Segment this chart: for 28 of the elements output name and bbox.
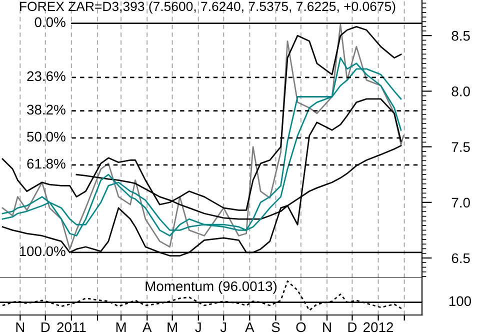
y-tick-label: 8.0	[452, 86, 470, 96]
x-tick-label: A	[245, 322, 254, 332]
x-tick-label: A	[142, 322, 152, 332]
annotation: 0.0%	[34, 17, 66, 28]
x-tick-label: O	[296, 322, 306, 332]
x-tick-label: M	[168, 322, 177, 332]
x-tick-label: J	[195, 322, 201, 332]
annotation: 38.2%	[27, 104, 66, 115]
y-tick-label: 7.0	[452, 198, 470, 208]
y-tick-label: 8.5	[452, 30, 470, 41]
chart-title: Momentum (96.0013)	[146, 280, 277, 294]
x-tick-label: D	[348, 322, 357, 332]
annotation: 23.6%	[27, 71, 66, 82]
y-tick-label: 6.5	[452, 253, 470, 264]
x-tick-label: N	[323, 322, 331, 332]
x-tick-label: J	[220, 322, 226, 332]
x-tick-label: M	[116, 322, 126, 332]
annotation: 61.8%	[27, 158, 66, 169]
chart-title: FOREX ZAR=D3,393 (7.5600, 7.6240, 7.5375, 7.6225, +0.0675)	[20, 1, 396, 14]
text: 100	[449, 296, 472, 306]
x-tick-label: N	[16, 322, 24, 332]
x-tick-label: D	[42, 322, 50, 332]
x-tick-label: 2012	[364, 322, 394, 332]
annotation: 100.0%	[20, 246, 66, 256]
x-tick-label: 2011	[57, 322, 86, 332]
y-tick-label: 7.5	[452, 142, 470, 152]
annotation: 50.0%	[27, 132, 66, 142]
x-tick-label: S	[272, 322, 280, 332]
